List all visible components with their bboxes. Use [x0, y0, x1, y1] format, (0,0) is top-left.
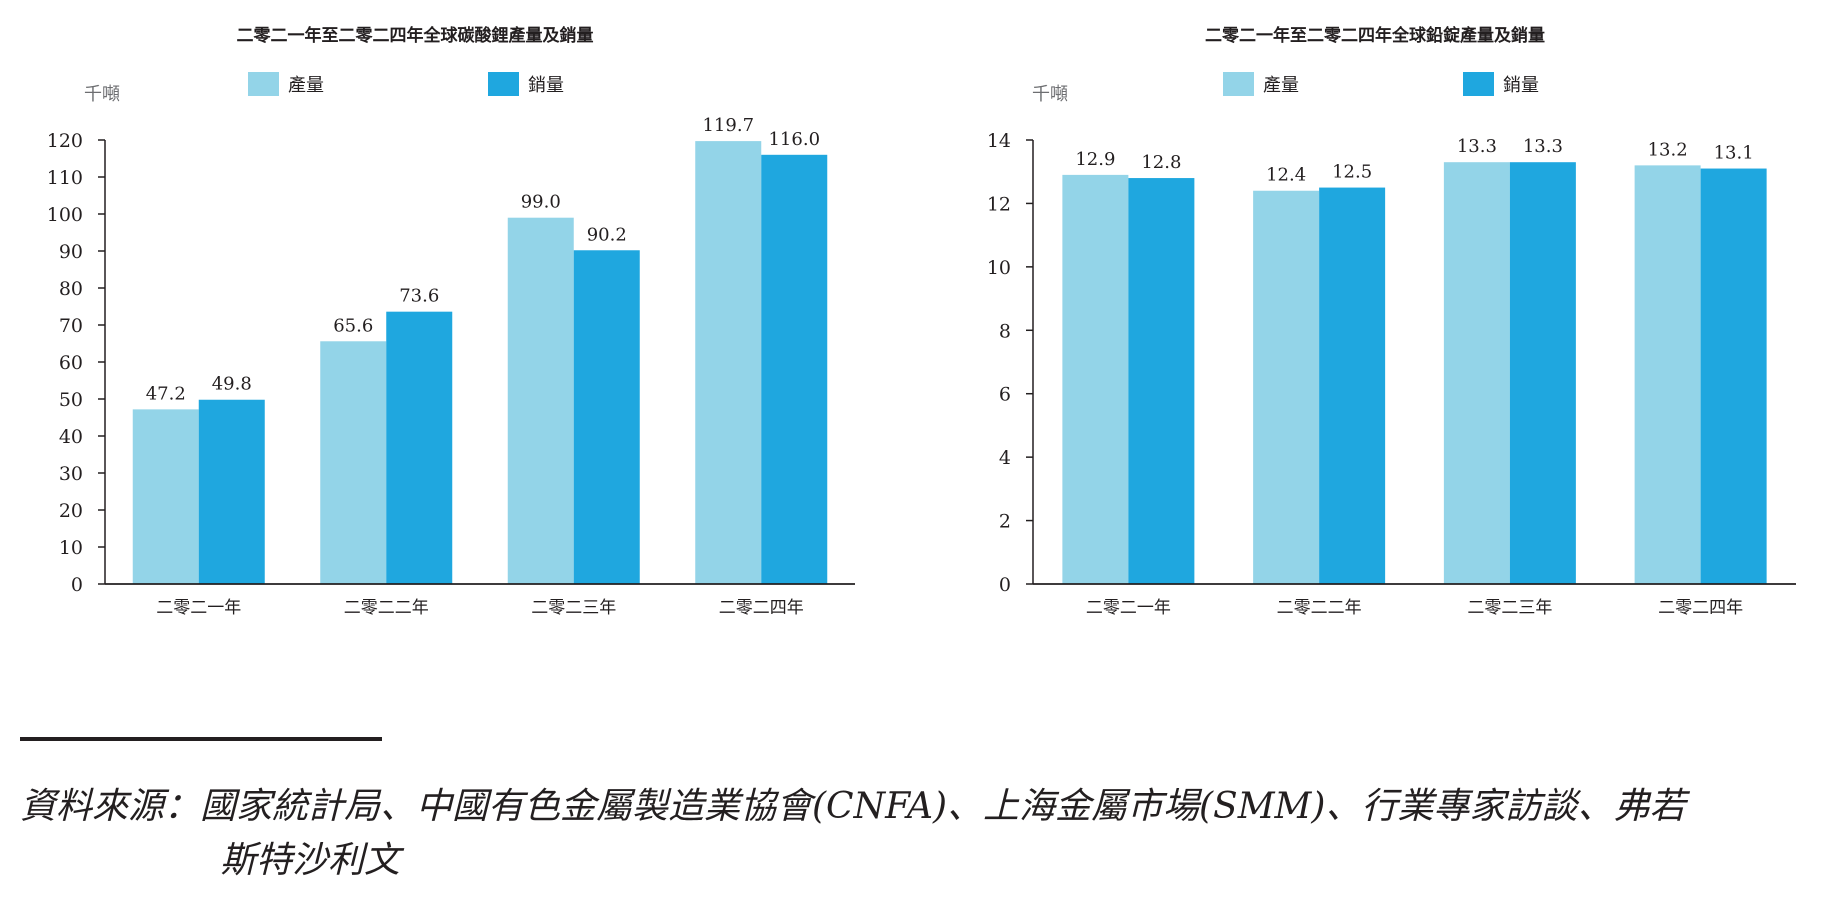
legend-label: 銷量	[1503, 75, 1539, 96]
bar	[1319, 187, 1386, 585]
legend-swatch	[248, 72, 279, 96]
bar	[1443, 162, 1510, 584]
bar	[1062, 174, 1129, 584]
y-tick-label: 90	[59, 241, 83, 263]
x-category-label: 二零二二年	[1277, 598, 1362, 618]
bar	[1509, 162, 1576, 584]
legend-label: 產量	[1263, 75, 1299, 96]
data-label: 12.9	[1075, 149, 1115, 170]
data-label: 49.8	[212, 374, 252, 395]
source-note: 資料來源：國家統計局、中國有色金屬製造業協會(CNFA)、上海金屬市場(SMM)…	[20, 780, 1840, 888]
y-tick-label: 70	[59, 315, 83, 337]
data-label: 13.3	[1457, 136, 1497, 157]
data-label: 65.6	[333, 315, 373, 336]
y-tick-label: 14	[987, 130, 1011, 152]
data-label: 13.1	[1714, 143, 1754, 164]
data-label: 47.2	[146, 383, 186, 404]
y-tick-label: 0	[71, 574, 83, 596]
y-tick-label: 40	[59, 426, 83, 448]
y-tick-label: 10	[59, 537, 83, 559]
data-label: 12.8	[1141, 152, 1181, 173]
bar	[1253, 190, 1320, 584]
chart-title: 二零二一年至二零二四年全球碳酸鋰產量及銷量	[237, 25, 594, 46]
y-tick-label: 10	[987, 257, 1011, 279]
data-label: 90.2	[587, 224, 627, 245]
bar	[761, 154, 828, 585]
legend-swatch	[1463, 72, 1494, 96]
bar	[198, 399, 265, 584]
source-line-1: 資料來源：國家統計局、中國有色金屬製造業協會(CNFA)、上海金屬市場(SMM)…	[20, 786, 1686, 827]
data-label: 12.5	[1332, 162, 1372, 183]
bar	[386, 311, 453, 584]
x-category-label: 二零二四年	[1658, 598, 1743, 618]
x-category-label: 二零二一年	[1086, 598, 1171, 618]
data-label: 13.3	[1523, 136, 1563, 157]
data-label: 99.0	[521, 192, 561, 213]
data-label: 13.2	[1648, 139, 1688, 160]
y-tick-label: 8	[999, 320, 1011, 342]
y-unit-label: 千噸	[84, 84, 120, 105]
y-tick-label: 12	[987, 193, 1011, 215]
bar	[695, 141, 762, 585]
y-tick-label: 2	[999, 511, 1011, 533]
x-category-label: 二零二一年	[156, 598, 241, 618]
bar	[1700, 168, 1767, 585]
bar	[320, 341, 387, 584]
data-label: 119.7	[702, 115, 754, 136]
bar	[1128, 178, 1195, 585]
chart-title: 二零二一年至二零二四年全球鉛錠產量及銷量	[1205, 25, 1545, 46]
data-label: 73.6	[399, 286, 439, 307]
source-line-2: 斯特沙利文	[220, 840, 401, 881]
legend-label: 產量	[288, 75, 324, 96]
bar	[507, 217, 574, 584]
x-category-label: 二零二四年	[719, 598, 804, 618]
legend-swatch	[488, 72, 519, 96]
y-tick-label: 110	[47, 167, 83, 189]
bar	[1634, 165, 1701, 584]
y-tick-label: 30	[59, 463, 83, 485]
y-tick-label: 100	[47, 204, 83, 226]
data-label: 12.4	[1266, 165, 1306, 186]
footnote-divider	[20, 737, 382, 741]
data-label: 116.0	[768, 129, 820, 150]
bar	[132, 409, 199, 584]
y-tick-label: 6	[999, 384, 1011, 406]
x-category-label: 二零二二年	[344, 598, 429, 618]
x-category-label: 二零二三年	[1467, 598, 1552, 618]
y-tick-label: 4	[999, 447, 1011, 469]
y-tick-label: 80	[59, 278, 83, 300]
y-unit-label: 千噸	[1032, 84, 1068, 105]
y-tick-label: 0	[999, 574, 1011, 596]
y-tick-label: 120	[47, 130, 83, 152]
y-tick-label: 60	[59, 352, 83, 374]
legend-label: 銷量	[528, 75, 564, 96]
x-category-label: 二零二三年	[531, 598, 616, 618]
bar	[573, 250, 640, 584]
legend-swatch	[1223, 72, 1254, 96]
y-tick-label: 20	[59, 500, 83, 522]
y-tick-label: 50	[59, 389, 83, 411]
